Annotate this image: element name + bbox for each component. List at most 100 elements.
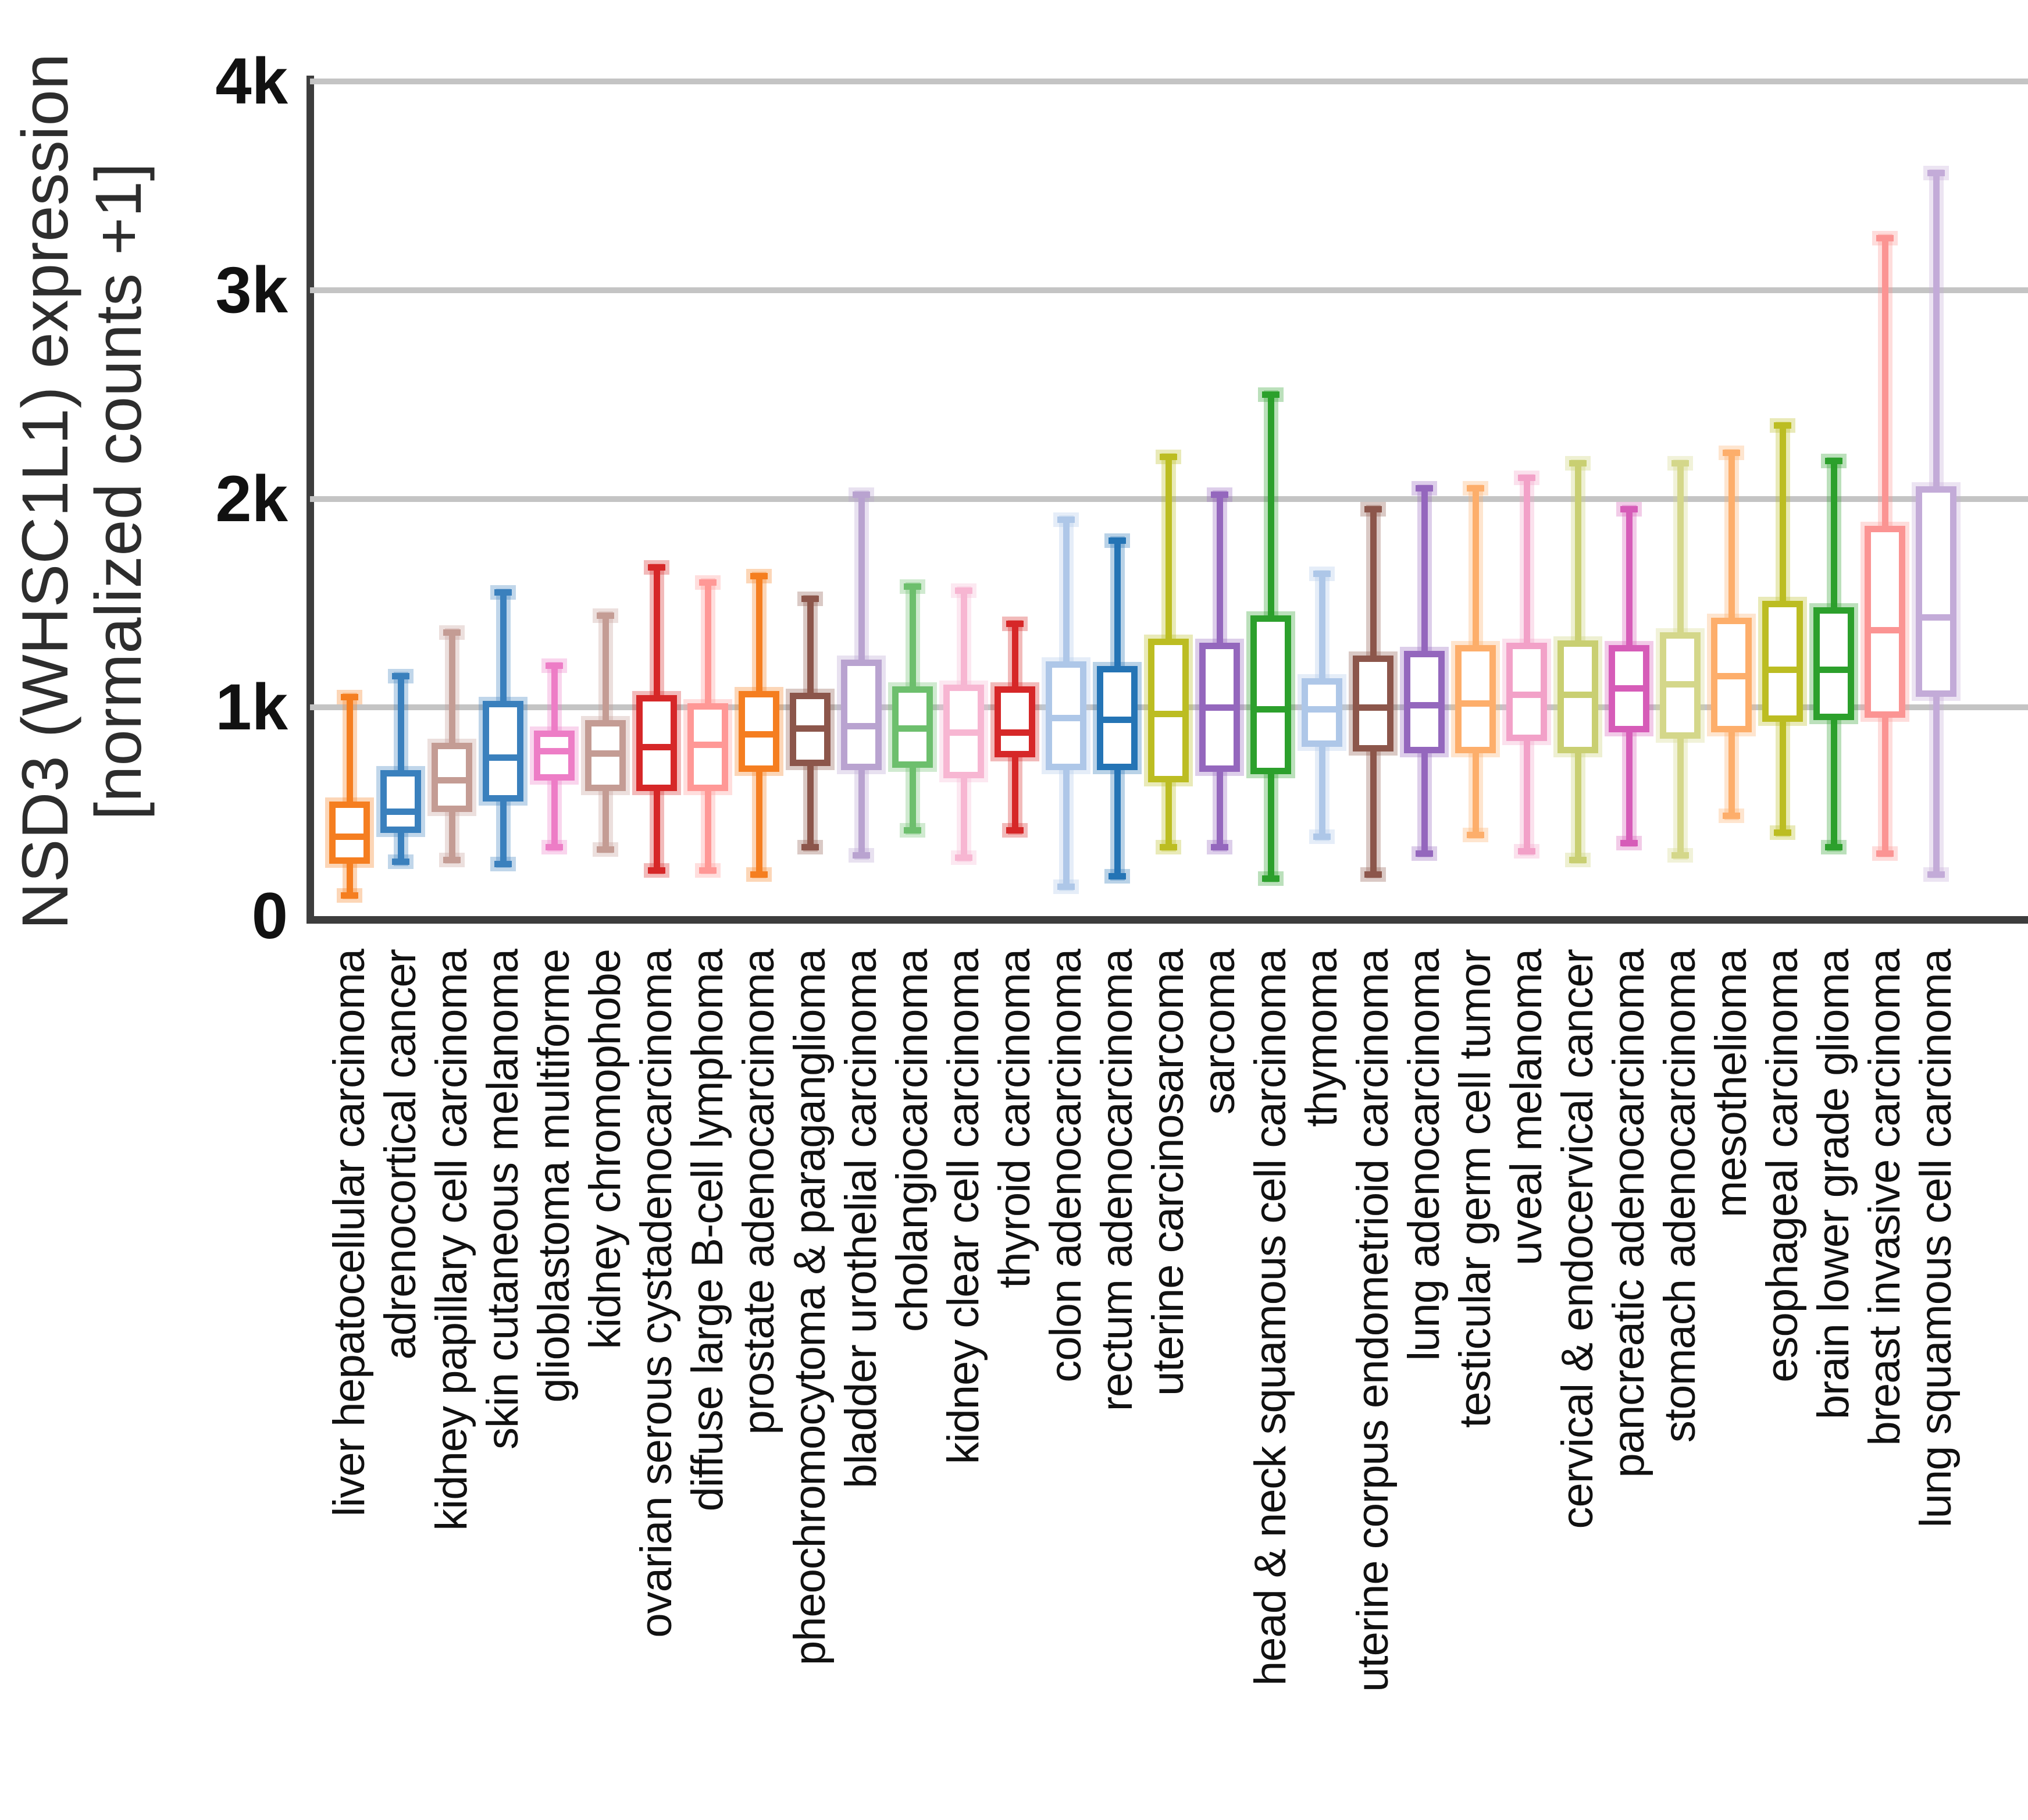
x-tick-label: thymoma (1297, 949, 1346, 1127)
x-tick-label: prostate adenocarcinoma (734, 949, 783, 1435)
iqr-box (636, 694, 677, 791)
iqr-box (483, 701, 523, 802)
whisker-cap-bottom (1160, 844, 1177, 851)
whisker-cap-top (1927, 170, 1945, 177)
y-axis-title-line1: NSD3 (WHSC1L1) expression (9, 53, 81, 930)
whisker-cap-top (801, 596, 819, 603)
iqr-box (1916, 486, 1956, 697)
x-tick-label: cervical & endocervical cancer (1553, 949, 1602, 1529)
x-tick-label: mesothelioma (1706, 949, 1756, 1218)
whisker-cap-bottom (1006, 827, 1024, 834)
x-tick-label: adrenocortical cancer (376, 949, 425, 1360)
whisker-cap-top (1313, 571, 1331, 578)
whisker-cap-bottom (494, 860, 512, 867)
x-tick-label: stomach adenocarcinoma (1655, 949, 1705, 1443)
x-tick-label: lung adenocarcinoma (1399, 949, 1449, 1361)
whisker-cap-bottom (1262, 875, 1279, 882)
whisker-cap-top (853, 491, 870, 498)
iqr-box (995, 686, 1035, 758)
whisker-cap-top (1467, 485, 1484, 492)
x-tick-label: brain lower grade glioma (1809, 949, 1858, 1420)
iqr-box (1865, 526, 1905, 718)
whisker-cap-top (648, 564, 665, 571)
median-line (1410, 702, 1438, 709)
whisker-cap-bottom (1671, 852, 1689, 859)
median-line (1052, 714, 1080, 721)
whisker-cap-bottom (1518, 848, 1535, 855)
median-line (1001, 729, 1029, 736)
median-line (438, 777, 466, 784)
whisker-cap-bottom (546, 844, 563, 851)
whisker-cap-bottom (1211, 844, 1228, 851)
x-tick-label: rectum adenocarcinoma (1092, 949, 1142, 1412)
median-line (1103, 717, 1131, 724)
whisker-cap-bottom (1313, 834, 1331, 840)
iqr-box (1813, 607, 1854, 720)
x-axis-spine (306, 916, 2028, 924)
x-tick-label: liver hepatocellular carcinoma (325, 949, 374, 1517)
median-line (1308, 706, 1336, 713)
median-line (950, 729, 978, 736)
median-line (387, 809, 415, 815)
x-tick-label: kidney chromophobe (580, 949, 630, 1349)
median-line (1564, 692, 1592, 699)
whisker-cap-bottom (392, 859, 409, 866)
whisker-cap-bottom (1723, 813, 1740, 820)
median-line (336, 834, 363, 840)
whisker-cap-top (1825, 458, 1842, 465)
median-line (1922, 614, 1950, 621)
whisker-cap-top (1211, 491, 1228, 498)
whisker-cap-bottom (597, 846, 614, 853)
x-tick-label: pancreatic adenocarcinoma (1604, 949, 1653, 1478)
whisker-cap-top (750, 572, 768, 579)
whisker-cap-top (546, 663, 563, 669)
whisker-cap-bottom (699, 867, 717, 874)
median-line (1154, 710, 1182, 717)
median-line (1206, 704, 1234, 711)
median-line (1462, 700, 1489, 707)
whisker-cap-bottom (1416, 850, 1433, 857)
x-tick-label: breast invasive carcinoma (1860, 949, 1909, 1446)
median-line (1615, 685, 1643, 692)
whisker-cap-bottom (341, 892, 358, 899)
iqr-box (841, 659, 882, 770)
whisker-cap-top (597, 612, 614, 619)
whisker-cap-top (1160, 454, 1177, 461)
gridline-3000 (310, 287, 2028, 293)
whisker-cap-bottom (1057, 884, 1075, 891)
whisker-cap-bottom (750, 871, 768, 878)
whisker-cap-top (392, 672, 409, 679)
x-tick-label: uterine carcinosarcoma (1143, 949, 1193, 1396)
whisker-cap-bottom (904, 827, 921, 834)
whisker-cap-bottom (853, 852, 870, 859)
whisker-cap-top (1109, 537, 1126, 544)
y-tick-label: 3k (215, 253, 288, 326)
whisker-cap-top (1569, 460, 1587, 466)
iqr-box (380, 770, 421, 833)
median-line (489, 754, 517, 761)
whisker-cap-bottom (648, 867, 665, 874)
median-line (1359, 704, 1387, 711)
median-line (694, 742, 722, 749)
whisker-cap-bottom (1774, 829, 1791, 836)
whisker-cap-top (1006, 621, 1024, 628)
x-tick-label: diffuse large B-cell lymphoma (683, 949, 732, 1512)
x-tick-label: thyroid carcinoma (990, 949, 1039, 1288)
median-line (1717, 672, 1745, 679)
x-tick-label: sarcoma (1195, 949, 1244, 1115)
iqr-box (534, 730, 575, 781)
x-tick-label: glioblastoma multiforme (529, 949, 579, 1403)
iqr-box (1353, 655, 1393, 751)
whisker-cap-bottom (801, 844, 819, 851)
x-tick-label: pheochromocytoma & paraganglioma (785, 949, 835, 1666)
x-tick-label: ovarian serous cystadenocarcinoma (632, 949, 681, 1638)
y-tick-label: 1k (215, 671, 288, 744)
x-tick-label: cholangiocarcinoma (888, 949, 937, 1332)
whisker-cap-top (1262, 391, 1279, 398)
gridline-4000 (310, 79, 2028, 84)
whisker-cap-top (494, 589, 512, 596)
x-tick-label: uveal melanoma (1502, 949, 1551, 1266)
y-tick-label: 2k (215, 462, 288, 535)
median-line (1666, 681, 1694, 688)
